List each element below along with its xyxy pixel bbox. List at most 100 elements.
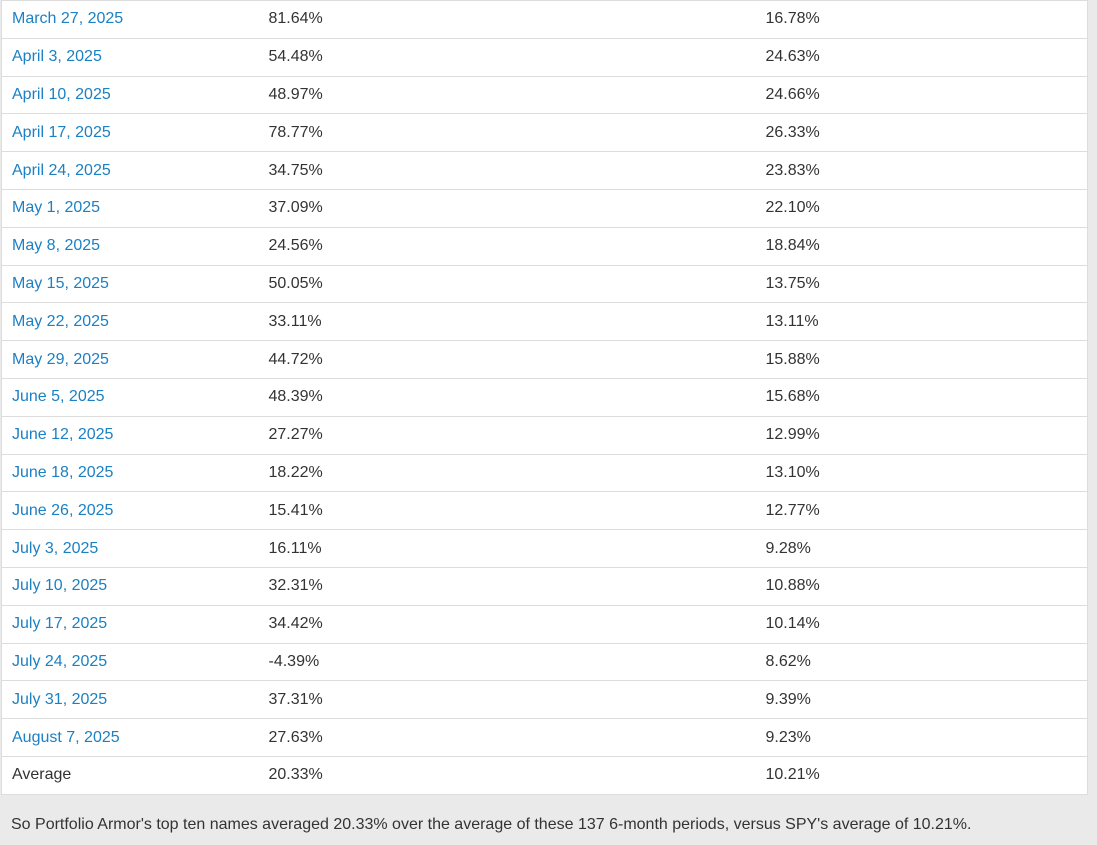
date-link[interactable]: July 24, 2025 <box>12 652 108 670</box>
date-link[interactable]: July 31, 2025 <box>12 690 108 708</box>
spy-return-cell: 12.77% <box>755 491 1088 531</box>
table-row: May 1, 2025 37.09% 22.10% <box>1 189 1088 228</box>
spy-return-cell: 22.10% <box>755 189 1088 228</box>
top-ten-return-cell: 37.09% <box>258 189 756 228</box>
spy-return-cell: 12.99% <box>755 416 1088 455</box>
spy-return-cell: 18.84% <box>755 227 1088 266</box>
table-row: May 8, 2025 24.56% 18.84% <box>1 227 1088 266</box>
top-ten-return-cell: 33.11% <box>258 302 756 342</box>
date-cell: May 29, 2025 <box>1 340 259 379</box>
top-ten-return-cell: 50.05% <box>258 265 756 304</box>
top-ten-return-cell: 27.63% <box>258 718 756 757</box>
date-cell: April 10, 2025 <box>1 76 259 115</box>
table-row: June 18, 2025 18.22% 13.10% <box>1 454 1088 493</box>
table-row: April 3, 2025 54.48% 24.63% <box>1 38 1088 77</box>
date-cell: July 31, 2025 <box>1 680 259 720</box>
spy-return-cell: 9.23% <box>755 718 1088 757</box>
date-cell: June 26, 2025 <box>1 491 259 531</box>
date-link[interactable]: July 3, 2025 <box>12 539 99 557</box>
table-row: July 31, 2025 37.31% 9.39% <box>1 680 1088 720</box>
date-link[interactable]: May 1, 2025 <box>12 199 101 217</box>
table-row: June 12, 2025 27.27% 12.99% <box>1 416 1088 455</box>
table-row: May 22, 2025 33.11% 13.11% <box>1 302 1088 342</box>
top-ten-return-cell: 78.77% <box>258 113 756 153</box>
spy-return-cell: 10.14% <box>755 605 1088 644</box>
date-cell: June 5, 2025 <box>1 378 259 417</box>
returns-table: March 27, 2025 81.64% 16.78% April 3, 20… <box>1 0 1088 795</box>
date-cell: June 12, 2025 <box>1 416 259 455</box>
spy-return-cell: 26.33% <box>755 113 1088 153</box>
date-link[interactable]: April 10, 2025 <box>12 85 111 103</box>
date-cell: May 15, 2025 <box>1 265 259 304</box>
top-ten-return-cell: 37.31% <box>258 680 756 720</box>
date-link[interactable]: April 17, 2025 <box>12 123 111 141</box>
table-row: March 27, 2025 81.64% 16.78% <box>1 0 1088 39</box>
date-cell: June 18, 2025 <box>1 454 259 493</box>
date-link[interactable]: June 12, 2025 <box>12 426 114 444</box>
table-row: July 17, 2025 34.42% 10.14% <box>1 605 1088 644</box>
table-row: April 10, 2025 48.97% 24.66% <box>1 76 1088 115</box>
spy-return-cell: 13.11% <box>755 302 1088 342</box>
date-cell: July 10, 2025 <box>1 567 259 606</box>
top-ten-return-cell: 44.72% <box>258 340 756 379</box>
date-cell: May 8, 2025 <box>1 227 259 266</box>
table-row: April 17, 2025 78.77% 26.33% <box>1 113 1088 153</box>
date-cell: April 17, 2025 <box>1 113 259 153</box>
top-ten-return-cell: 32.31% <box>258 567 756 606</box>
date-cell: August 7, 2025 <box>1 718 259 757</box>
average-row: Average 20.33% 10.21% <box>1 756 1088 795</box>
table-row: August 7, 2025 27.63% 9.23% <box>1 718 1088 757</box>
date-link[interactable]: April 24, 2025 <box>12 161 111 179</box>
spy-return-cell: 10.88% <box>755 567 1088 606</box>
spy-return-cell: 13.10% <box>755 454 1088 493</box>
date-cell: July 24, 2025 <box>1 643 259 682</box>
top-ten-return-cell: 27.27% <box>258 416 756 455</box>
table-row: April 24, 2025 34.75% 23.83% <box>1 151 1088 190</box>
table-row: June 26, 2025 15.41% 12.77% <box>1 491 1088 531</box>
date-link[interactable]: July 10, 2025 <box>12 577 108 595</box>
top-ten-return-cell: 34.42% <box>258 605 756 644</box>
average-spy-return: 10.21% <box>755 756 1088 795</box>
date-link[interactable]: May 8, 2025 <box>12 237 101 255</box>
table-row: July 10, 2025 32.31% 10.88% <box>1 567 1088 606</box>
summary-text: So Portfolio Armor's top ten names avera… <box>11 815 972 833</box>
spy-return-cell: 15.88% <box>755 340 1088 379</box>
date-cell: May 1, 2025 <box>1 189 259 228</box>
date-cell: April 3, 2025 <box>1 38 259 77</box>
date-link[interactable]: April 3, 2025 <box>12 48 102 66</box>
top-ten-return-cell: 48.97% <box>258 76 756 115</box>
top-ten-return-cell: 18.22% <box>258 454 756 493</box>
top-ten-return-cell: 48.39% <box>258 378 756 417</box>
date-link[interactable]: July 17, 2025 <box>12 615 108 633</box>
table-row: July 3, 2025 16.11% 9.28% <box>1 529 1088 568</box>
spy-return-cell: 24.63% <box>755 38 1088 77</box>
date-link[interactable]: May 22, 2025 <box>12 312 109 330</box>
table-row: July 24, 2025 -4.39% 8.62% <box>1 643 1088 682</box>
date-link[interactable]: June 26, 2025 <box>12 501 114 519</box>
top-ten-return-cell: 34.75% <box>258 151 756 190</box>
date-link[interactable]: March 27, 2025 <box>12 10 124 28</box>
spy-return-cell: 16.78% <box>755 0 1088 39</box>
spy-return-cell: 13.75% <box>755 265 1088 304</box>
date-cell: July 3, 2025 <box>1 529 259 568</box>
spy-return-cell: 23.83% <box>755 151 1088 190</box>
table-row: May 29, 2025 44.72% 15.88% <box>1 340 1088 379</box>
table-row: May 15, 2025 50.05% 13.75% <box>1 265 1088 304</box>
top-ten-return-cell: -4.39% <box>258 643 756 682</box>
returns-table-container: March 27, 2025 81.64% 16.78% April 3, 20… <box>1 0 1088 795</box>
date-link[interactable]: May 15, 2025 <box>12 274 109 292</box>
top-ten-return-cell: 15.41% <box>258 491 756 531</box>
date-link[interactable]: June 5, 2025 <box>12 388 105 406</box>
top-ten-return-cell: 16.11% <box>258 529 756 568</box>
spy-return-cell: 24.66% <box>755 76 1088 115</box>
spy-return-cell: 8.62% <box>755 643 1088 682</box>
date-link[interactable]: August 7, 2025 <box>12 728 120 746</box>
spy-return-cell: 9.39% <box>755 680 1088 720</box>
spy-return-cell: 15.68% <box>755 378 1088 417</box>
date-link[interactable]: May 29, 2025 <box>12 350 109 368</box>
date-link[interactable]: June 18, 2025 <box>12 463 114 481</box>
top-ten-return-cell: 54.48% <box>258 38 756 77</box>
top-ten-return-cell: 81.64% <box>258 0 756 39</box>
average-label: Average <box>1 756 259 795</box>
average-top-ten-return: 20.33% <box>258 756 756 795</box>
